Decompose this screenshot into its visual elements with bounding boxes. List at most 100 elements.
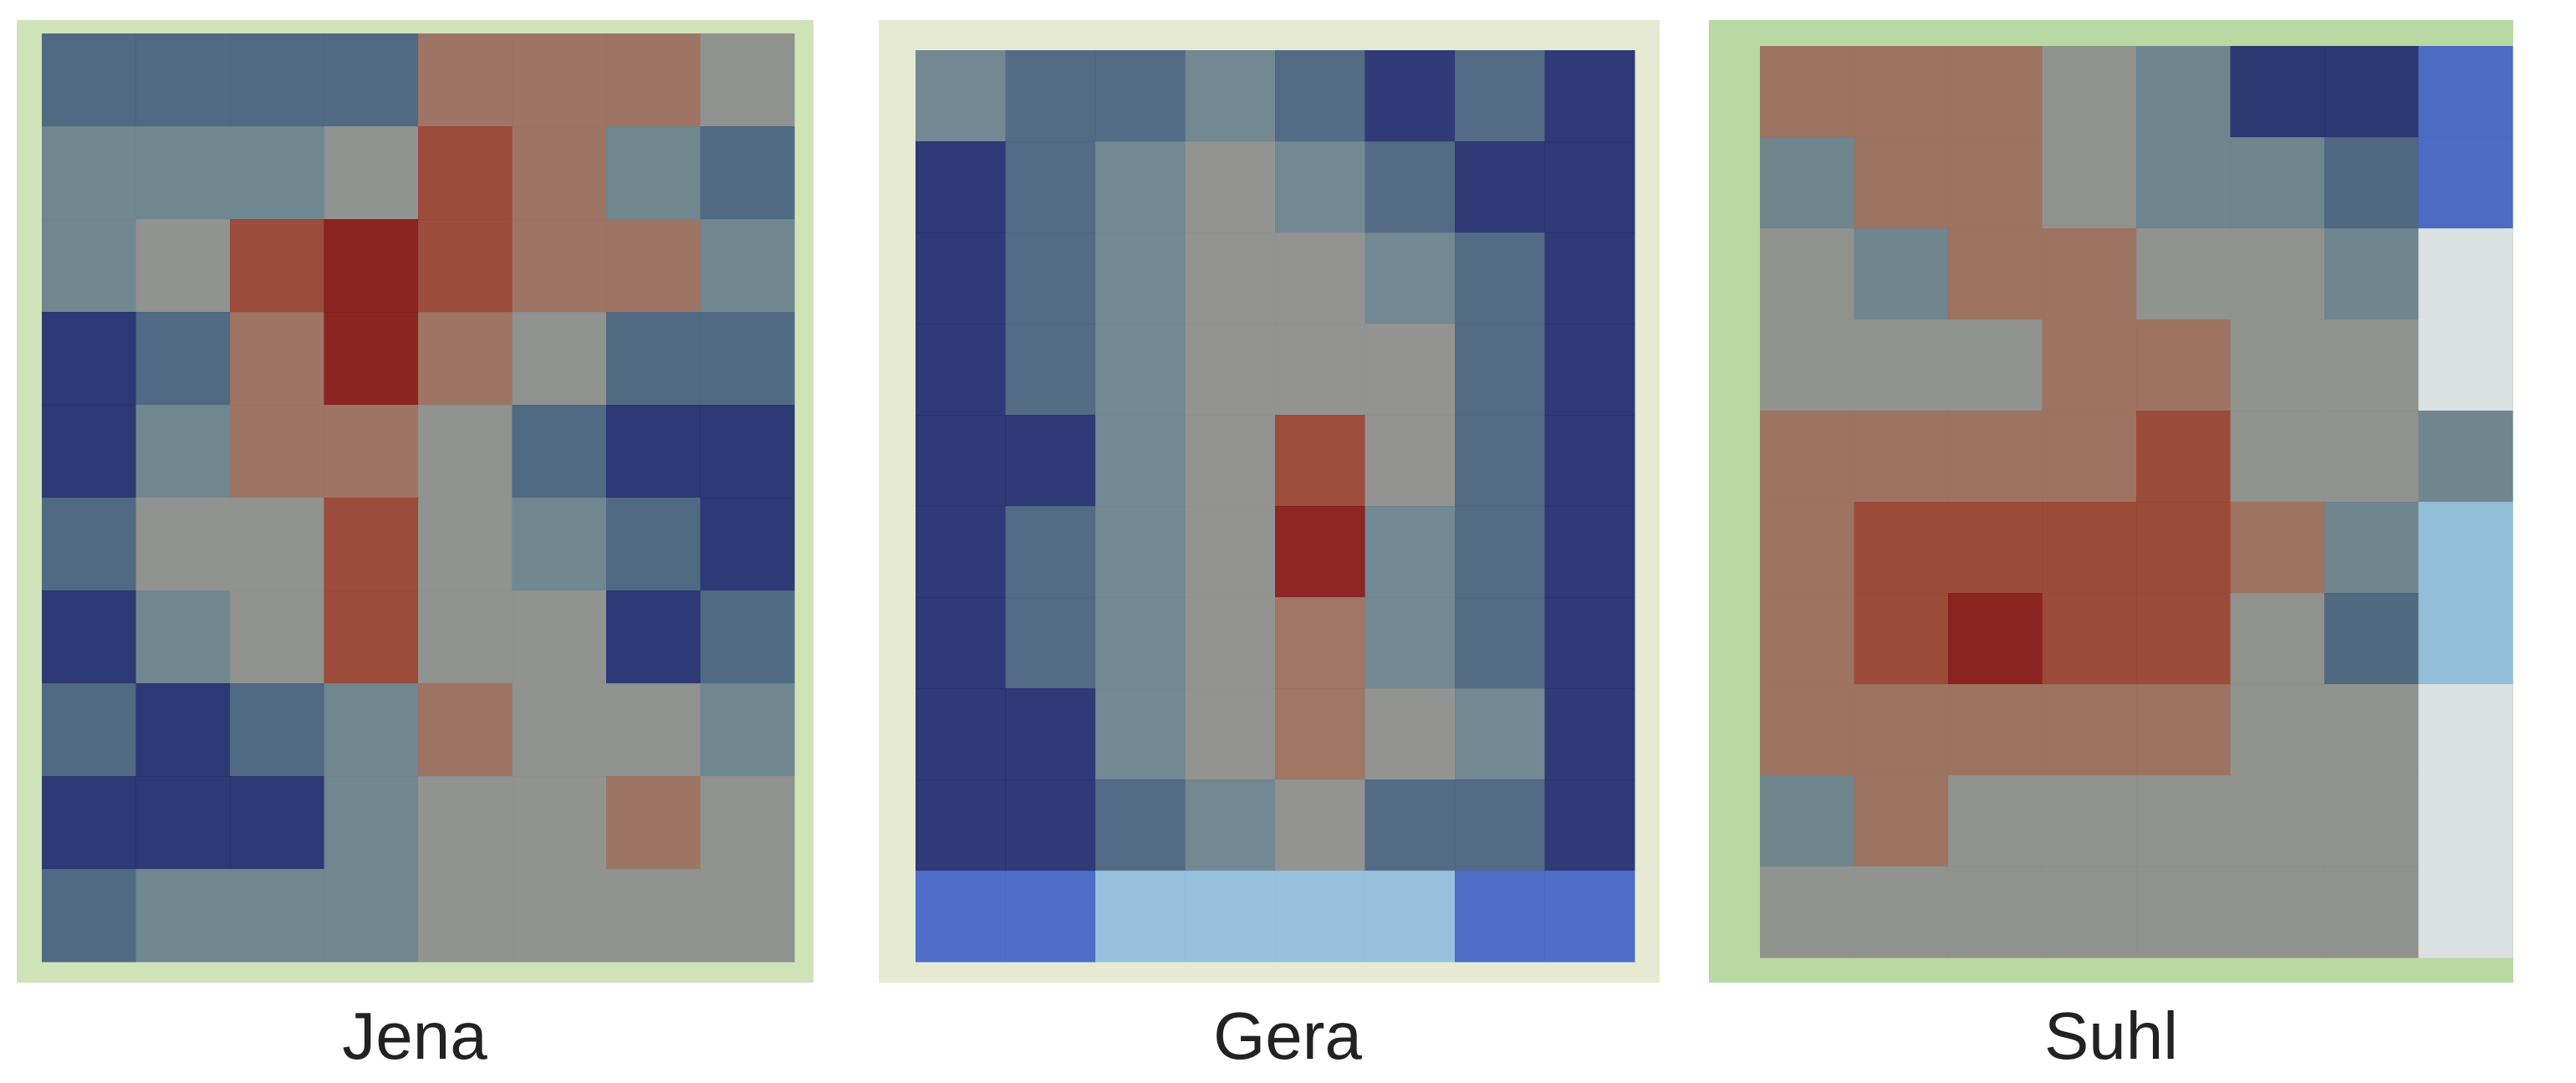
grid-cell [2418, 411, 2513, 503]
grid-cell [1455, 779, 1545, 871]
grid-cell [1275, 141, 1365, 233]
grid-cell [1854, 775, 1949, 867]
grid-cell [42, 312, 136, 406]
grid-cell [1948, 684, 2043, 776]
grid-cell [1275, 324, 1365, 416]
grid-cell [2230, 593, 2325, 685]
grid-cell [2042, 46, 2137, 138]
grid-cell [606, 33, 701, 127]
grid-cell [2230, 502, 2325, 594]
grid-cell [1275, 871, 1365, 963]
grid-cell [1365, 324, 1456, 416]
jena-panel: Jena [17, 20, 814, 1073]
grid-cell [1948, 411, 2043, 503]
grid-cell [42, 126, 136, 220]
grid-cell [230, 312, 324, 406]
grid-cell [1095, 324, 1186, 416]
grid-cell [1854, 319, 1949, 411]
grid-cell [1544, 779, 1635, 871]
grid-cell [512, 498, 607, 591]
grid-cell [2230, 137, 2325, 229]
grid-cell [1365, 415, 1456, 507]
grid-cell [1185, 506, 1276, 598]
grid-cell [418, 405, 513, 498]
grid-cell [418, 126, 513, 220]
grid-cell [1185, 779, 1276, 871]
grid-cell [1760, 684, 1854, 776]
gera-panel: Gera [879, 20, 1660, 1073]
grid-cell [42, 776, 136, 870]
grid-cell [2042, 775, 2137, 867]
grid-cell [135, 590, 231, 684]
grid-cell [1544, 597, 1635, 689]
grid-cell [1275, 779, 1365, 871]
grid-cell [2324, 502, 2419, 594]
grid-cell [1005, 141, 1096, 233]
grid-cell [2418, 319, 2513, 411]
grid-cell [606, 219, 701, 313]
grid-cell [606, 126, 701, 220]
grid-cell [1365, 232, 1456, 324]
grid-cell [1275, 50, 1365, 142]
grid-cell [1455, 141, 1545, 233]
grid-cell [916, 688, 1006, 780]
grid-cell [606, 590, 701, 684]
grid-cell [2136, 593, 2231, 685]
grid-cell [1948, 866, 2043, 958]
grid-cell [1544, 324, 1635, 416]
grid-cell [324, 683, 419, 777]
grid-cell [2418, 593, 2513, 685]
grid-cell [606, 776, 701, 870]
grid-cell [700, 405, 795, 498]
grid-cell [42, 869, 136, 963]
grid-cell [512, 590, 607, 684]
grid-cell [1854, 593, 1949, 685]
grid-cell [2136, 775, 2231, 867]
grid-cell [1005, 232, 1096, 324]
grid-cell [1455, 415, 1545, 507]
grid-cell [2324, 684, 2419, 776]
grid-cell [1365, 871, 1456, 963]
grid-cell [1095, 871, 1186, 963]
grid-cell [1455, 597, 1545, 689]
grid-cell [324, 405, 419, 498]
grid-cell [230, 498, 324, 591]
grid-cell [512, 312, 607, 406]
grid-cell [1005, 324, 1096, 416]
grid-cell [230, 33, 324, 127]
grid-cell [1854, 137, 1949, 229]
grid-cell [1185, 415, 1276, 507]
grid-cell [135, 683, 231, 777]
grid-cell [1760, 775, 1854, 867]
grid-cell [1948, 228, 2043, 320]
grid-cell [2136, 411, 2231, 503]
grid-cell [606, 312, 701, 406]
grid-cell [1095, 506, 1186, 598]
grid-cell [916, 597, 1006, 689]
grid-cell [2230, 866, 2325, 958]
grid-cell [2324, 46, 2419, 138]
grid-cell [512, 405, 607, 498]
grid-cell [1275, 415, 1365, 507]
grid-cell [1185, 597, 1276, 689]
grid-cell [2230, 684, 2325, 776]
grid-cell [606, 869, 701, 963]
grid-cell [512, 776, 607, 870]
grid-cell [230, 869, 324, 963]
grid-cell [916, 506, 1006, 598]
grid-cell [324, 869, 419, 963]
grid-cell [2230, 775, 2325, 867]
grid-cell [1760, 502, 1854, 594]
grid-cell [42, 33, 136, 127]
grid-cell [512, 683, 607, 777]
panel-label: Suhl [2044, 999, 2178, 1073]
grid-cell [916, 779, 1006, 871]
grid-cell [324, 312, 419, 406]
grid-cell [1854, 228, 1949, 320]
grid-cell [1095, 232, 1186, 324]
grid-cell [2042, 411, 2137, 503]
grid-cell [700, 590, 795, 684]
grid-cell [2136, 866, 2231, 958]
grid-cell [1365, 597, 1456, 689]
